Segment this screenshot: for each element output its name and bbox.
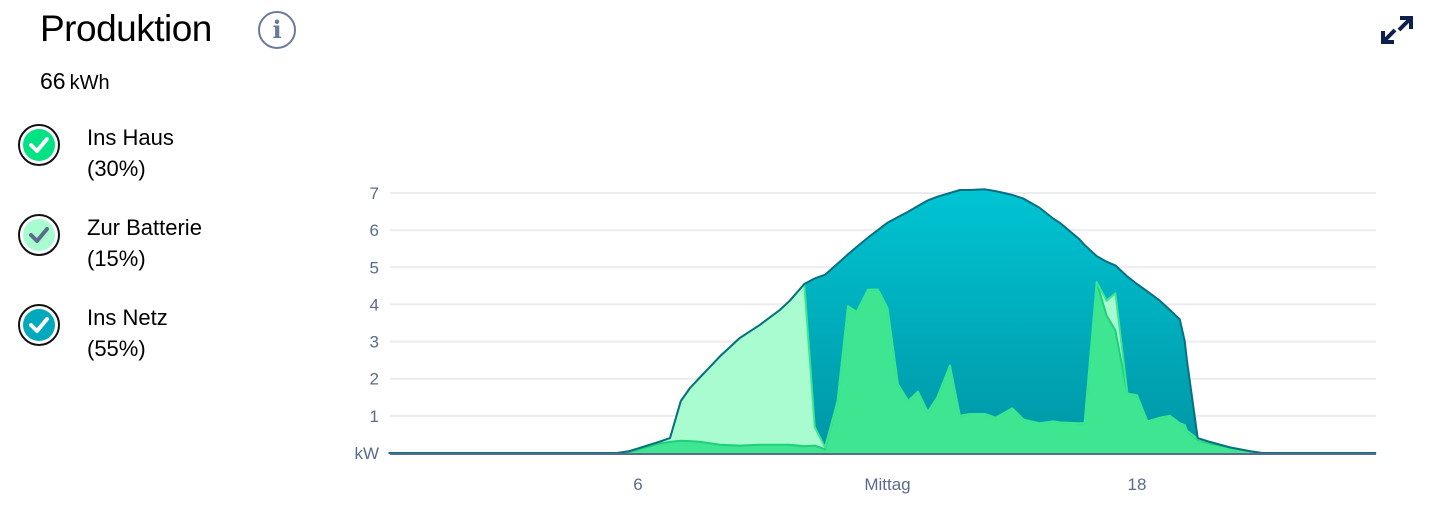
info-icon[interactable]: i — [258, 11, 296, 49]
y-tick-label: 2 — [370, 370, 379, 389]
check-circle-icon[interactable] — [18, 124, 60, 166]
x-tick-label: Mittag — [864, 475, 910, 494]
y-tick-label: 6 — [370, 221, 379, 240]
check-circle-icon[interactable] — [18, 214, 60, 256]
area-ins-haus — [388, 282, 1377, 453]
x-tick-label: 6 — [633, 475, 642, 494]
expand-arrows-icon[interactable] — [1380, 14, 1414, 46]
legend-percent: (30%) — [87, 156, 146, 181]
legend-percent: (55%) — [87, 336, 146, 361]
legend-percent: (15%) — [87, 246, 146, 271]
total-production: 66 kWh — [40, 68, 110, 95]
y-tick-label: 1 — [370, 407, 379, 426]
y-tick-label: 7 — [370, 184, 379, 203]
line-ins-netz — [388, 188, 1377, 454]
y-tick-label: 5 — [370, 258, 379, 277]
x-tick-label: 18 — [1128, 475, 1147, 494]
legend-label: Ins Netz — [87, 305, 168, 330]
area-ins-netz — [388, 189, 1377, 454]
y-tick-label: 3 — [370, 333, 379, 352]
page-title: Produktion — [40, 8, 212, 49]
legend-label: Ins Haus — [87, 125, 174, 150]
legend-label: Zur Batterie — [87, 215, 202, 240]
total-value: 66 — [40, 68, 66, 94]
total-unit: kWh — [69, 72, 110, 94]
check-circle-icon[interactable] — [18, 304, 60, 346]
y-axis-unit: kW — [354, 444, 379, 463]
y-tick-label: 4 — [370, 295, 379, 314]
